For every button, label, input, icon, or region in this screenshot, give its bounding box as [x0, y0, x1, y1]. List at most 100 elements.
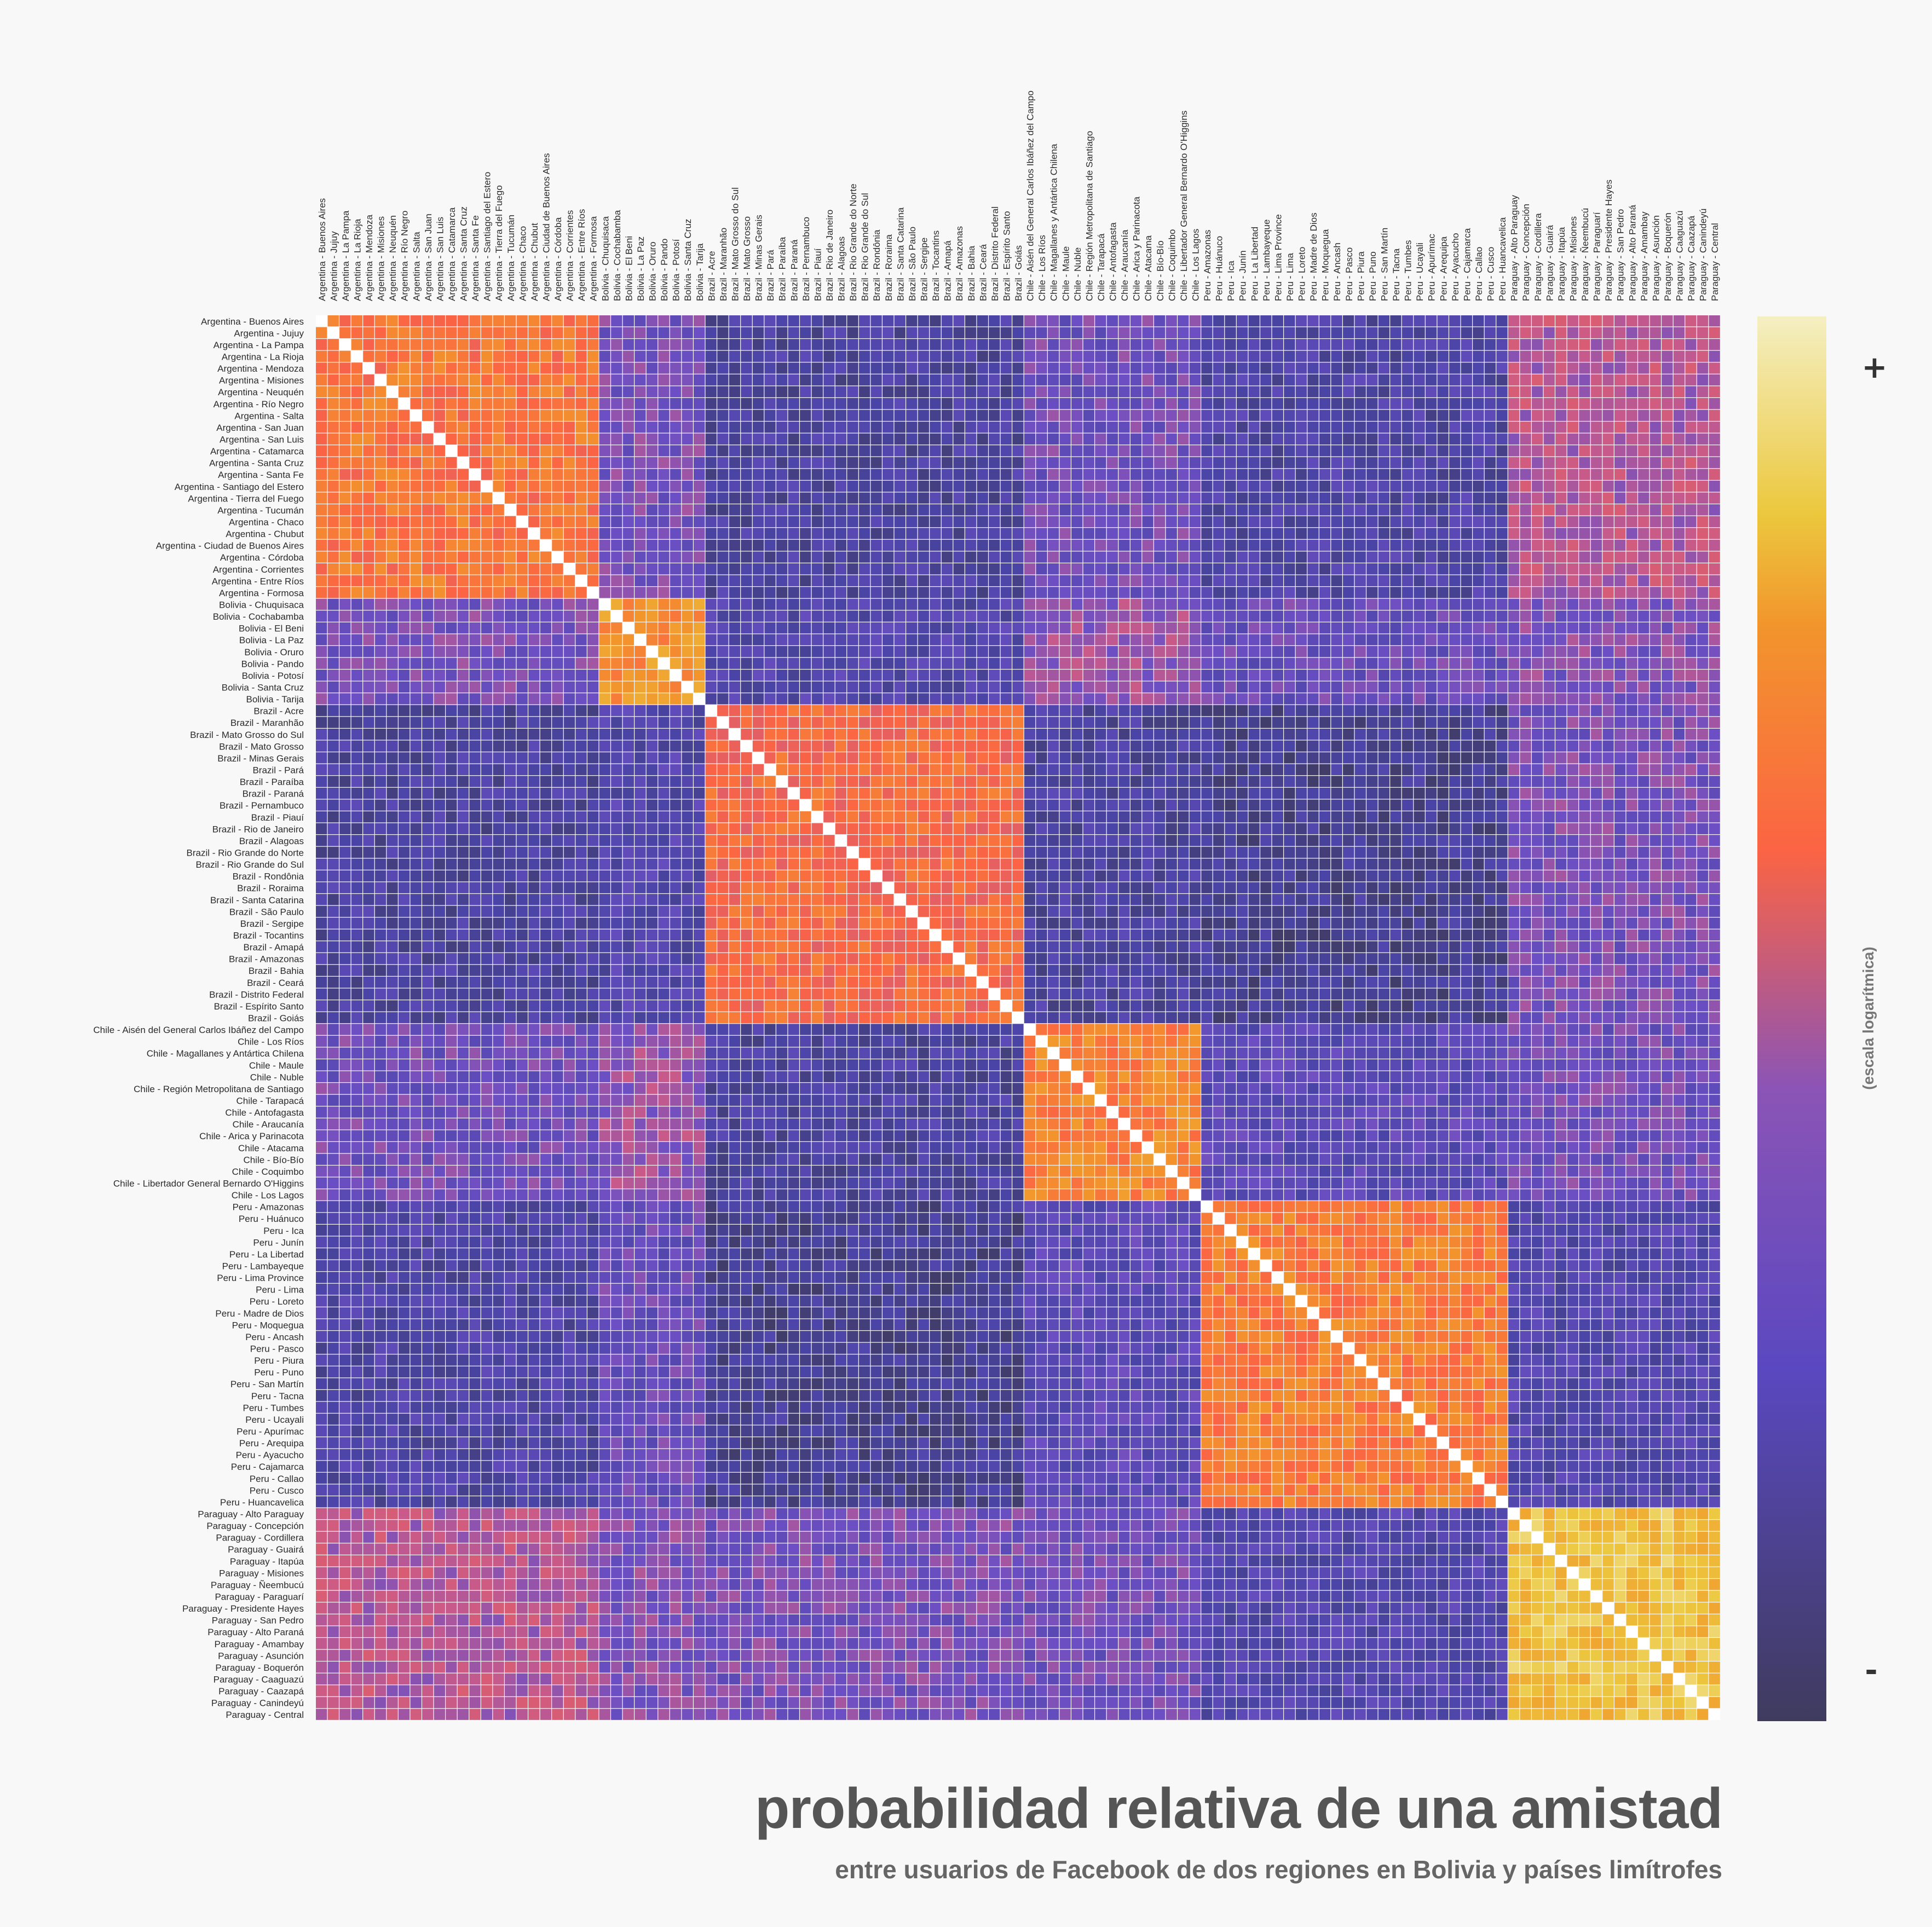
heatmap-cell	[1390, 575, 1402, 586]
heatmap-cell	[658, 398, 670, 409]
heatmap-cell	[1590, 539, 1602, 551]
heatmap-cell	[1166, 350, 1177, 362]
heatmap-cell	[575, 374, 587, 386]
heatmap-cell	[1307, 457, 1319, 469]
heatmap-cell	[764, 752, 776, 764]
heatmap-cell	[1106, 622, 1118, 634]
heatmap-cell	[1236, 575, 1248, 586]
heatmap-cell	[1414, 350, 1425, 362]
heatmap-cell	[611, 670, 622, 681]
heatmap-cell	[1484, 539, 1496, 551]
heatmap-cell	[1673, 705, 1685, 717]
heatmap-cell	[446, 740, 457, 752]
heatmap-cell	[1390, 504, 1402, 516]
heatmap-cell	[1461, 539, 1472, 551]
heatmap-cell	[811, 681, 823, 693]
heatmap-cell	[1342, 729, 1354, 740]
heatmap-cell	[398, 528, 410, 539]
heatmap-cell	[1709, 610, 1720, 622]
heatmap-cell	[1461, 374, 1472, 386]
heatmap-cell	[1626, 634, 1637, 645]
heatmap-cell	[1602, 374, 1614, 386]
heatmap-cell	[1414, 339, 1425, 350]
heatmap-cell	[883, 516, 894, 528]
heatmap-cell	[540, 551, 552, 563]
heatmap-cell	[870, 787, 882, 799]
heatmap-cell	[847, 469, 858, 480]
heatmap-cell	[1543, 634, 1555, 645]
heatmap-cell	[1012, 752, 1024, 764]
heatmap-cell	[1047, 469, 1059, 480]
heatmap-cell	[1650, 469, 1661, 480]
heatmap-cell	[705, 752, 717, 764]
heatmap-cell	[646, 681, 658, 693]
heatmap-cell	[1000, 764, 1012, 776]
heatmap-cell	[1484, 598, 1496, 610]
heatmap-cell	[1201, 681, 1213, 693]
heatmap-cell	[1178, 657, 1189, 669]
heatmap-cell	[705, 787, 717, 799]
heatmap-cell	[387, 504, 398, 516]
heatmap-cell	[835, 469, 847, 480]
heatmap-cell	[1626, 327, 1637, 338]
heatmap-cell	[1461, 646, 1472, 657]
heatmap-cell	[1685, 327, 1697, 338]
heatmap-cell	[1579, 740, 1590, 752]
heatmap-cell	[434, 386, 445, 397]
heatmap-cell	[363, 315, 374, 327]
heatmap-cell	[611, 551, 622, 563]
heatmap-cell	[635, 350, 646, 362]
heatmap-cell	[1284, 646, 1295, 657]
heatmap-cell	[1567, 315, 1579, 327]
heatmap-cell	[847, 787, 858, 799]
heatmap-cell	[894, 457, 906, 469]
heatmap-cell	[1543, 516, 1555, 528]
heatmap-cell	[800, 551, 811, 563]
heatmap-cell	[1520, 539, 1531, 551]
heatmap-cell	[434, 469, 445, 480]
heatmap-cell	[870, 481, 882, 492]
heatmap-cell	[1342, 433, 1354, 445]
heatmap-cell	[1543, 729, 1555, 740]
heatmap-cell	[823, 315, 835, 327]
heatmap-cell	[764, 787, 776, 799]
heatmap-cell	[387, 764, 398, 776]
heatmap-cell	[1012, 787, 1024, 799]
heatmap-cell	[1531, 386, 1543, 397]
heatmap-cell	[977, 587, 988, 598]
heatmap-cell	[505, 362, 516, 374]
heatmap-cell	[599, 776, 610, 787]
heatmap-cell	[422, 587, 434, 598]
heatmap-cell	[398, 717, 410, 728]
heatmap-cell	[516, 787, 528, 799]
heatmap-cell	[1638, 681, 1650, 693]
heatmap-cell	[563, 598, 575, 610]
heatmap-cell	[1626, 398, 1637, 409]
heatmap-cell	[1626, 528, 1637, 539]
heatmap-cell	[1036, 598, 1047, 610]
heatmap-cell	[1284, 693, 1295, 705]
heatmap-cell	[1000, 681, 1012, 693]
heatmap-cell	[717, 492, 729, 504]
heatmap-cell	[1531, 764, 1543, 776]
heatmap-cell	[1012, 563, 1024, 575]
heatmap-cell	[835, 670, 847, 681]
heatmap-cell	[752, 516, 764, 528]
heatmap-cell	[1685, 729, 1697, 740]
heatmap-cell	[422, 504, 434, 516]
heatmap-cell	[965, 646, 977, 657]
heatmap-cell	[611, 492, 622, 504]
heatmap-cell	[481, 339, 493, 350]
heatmap-cell	[1012, 339, 1024, 350]
heatmap-cell	[1638, 339, 1650, 350]
heatmap-cell	[1638, 776, 1650, 787]
heatmap-cell	[1673, 398, 1685, 409]
heatmap-cell	[1366, 528, 1378, 539]
heatmap-cell	[1555, 787, 1567, 799]
heatmap-cell	[1118, 551, 1130, 563]
heatmap-cell	[1012, 374, 1024, 386]
heatmap-cell	[575, 422, 587, 433]
heatmap-cell	[858, 327, 870, 338]
heatmap-cell	[1142, 315, 1154, 327]
heatmap-cell	[528, 693, 540, 705]
